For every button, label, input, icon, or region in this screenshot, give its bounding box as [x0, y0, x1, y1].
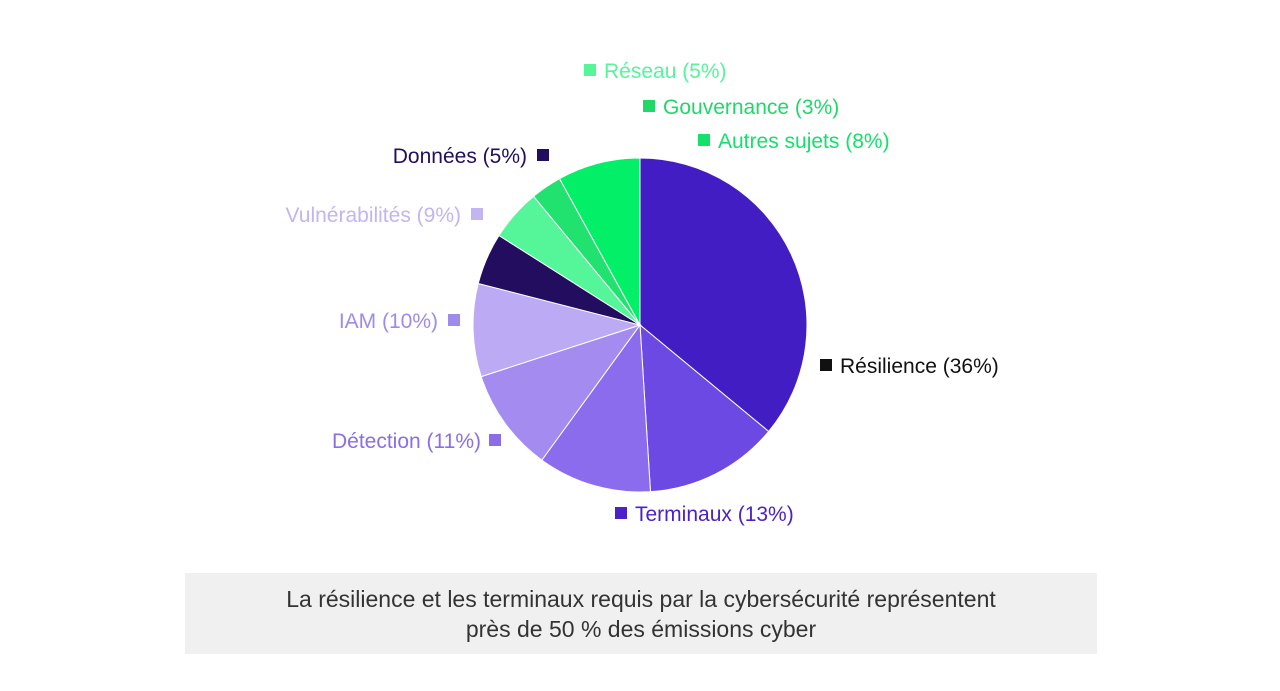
- slice-label: Données (5%): [393, 145, 527, 168]
- pie-slice-autres-sujets: [558, 157, 641, 326]
- slice-label: IAM (10%): [339, 310, 438, 333]
- legend-marker: [698, 134, 710, 146]
- legend-marker: [537, 149, 549, 161]
- pie-slice-vuln-rabilit-s: [472, 282, 642, 378]
- pie-slice-d-tection: [541, 323, 652, 493]
- legend-marker: [489, 434, 501, 446]
- pie-labels: Résilience (36%) Terminaux (13%) Détection…: [286, 60, 999, 526]
- legend-marker: [471, 208, 483, 220]
- slice-label: Détection (11%): [332, 430, 481, 453]
- caption-box: La résilience et les terminaux requis pa…: [185, 573, 1097, 654]
- legend-marker: [448, 314, 460, 326]
- slice-label: Autres sujets (8%): [718, 130, 890, 153]
- caption-line-1: La résilience et les terminaux requis pa…: [286, 585, 996, 612]
- caption-line-2: près de 50 % des émissions cyber: [465, 615, 817, 642]
- legend-marker: [584, 64, 596, 76]
- legend-marker: [615, 507, 627, 519]
- slice-label: Gouvernance (3%): [663, 96, 839, 119]
- legend-marker: [643, 100, 655, 112]
- pie-slices: [472, 157, 808, 493]
- caption-text: La résilience et les terminaux requis pa…: [286, 584, 996, 644]
- slice-label: Vulnérabilités (9%): [286, 204, 461, 227]
- legend-marker: [820, 359, 832, 371]
- slice-label: Terminaux (13%): [635, 503, 794, 526]
- pie-slice-terminaux: [639, 323, 770, 493]
- pie-slice-iam: [480, 324, 642, 461]
- pie-slice-r-silience: [639, 157, 808, 433]
- slice-label: Réseau (5%): [604, 60, 727, 83]
- pie-chart: Résilience (36%) Terminaux (13%) Détection…: [286, 60, 999, 526]
- slice-label: Résilience (36%): [840, 355, 999, 378]
